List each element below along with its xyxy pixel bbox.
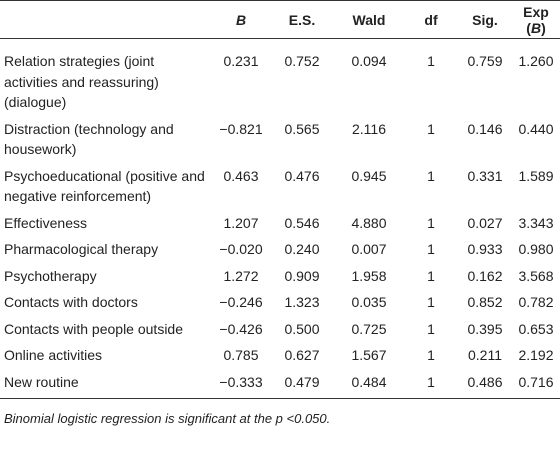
table-row: Psychoeducational (positive and negative… xyxy=(0,163,560,210)
cell-value: 0.980 xyxy=(518,241,554,257)
table-row: Contacts with people outside −0.426 0.500 0… xyxy=(0,316,560,343)
cell-value: 0.759 xyxy=(467,53,503,69)
cell-value: 1 xyxy=(427,53,435,69)
row-label: Online activities xyxy=(4,347,103,363)
cell-value: 0.565 xyxy=(284,120,320,137)
header-cell: df xyxy=(404,0,458,39)
cell-value: 0.716 xyxy=(512,368,560,399)
table-row: New routine −0.333 0.479 0.484 1 0.486 0.716 xyxy=(0,368,560,399)
cell-value: 1.589 xyxy=(518,167,554,184)
row-label: Psychotherapy xyxy=(4,267,97,284)
header-cell: Exp (B) xyxy=(512,0,560,39)
header-row: B E.S. Wald df Sig. Exp (B) xyxy=(0,0,560,39)
table-body: Relation strategies (joint activities an… xyxy=(0,39,560,399)
cell-value: 0.331 xyxy=(467,167,503,184)
row-label: Contacts with doctors xyxy=(4,294,138,310)
regression-table: B E.S. Wald df Sig. Exp (B) Relation strategi… xyxy=(0,0,560,399)
cell-value: 0.484 xyxy=(334,368,404,399)
table-header: B E.S. Wald df Sig. Exp (B) xyxy=(0,0,560,39)
cell-value: 0.486 xyxy=(458,368,512,399)
row-label: New routine xyxy=(0,368,212,399)
cell-value: 0.463 xyxy=(223,167,259,184)
table-row: Relation strategies (joint activities an… xyxy=(0,39,560,116)
cell-value: 1 xyxy=(427,167,435,184)
cell-value: 1.567 xyxy=(351,347,387,363)
cell-value: 4.880 xyxy=(351,214,387,231)
cell-value: 0.479 xyxy=(270,368,334,399)
table-row: Pharmacological therapy −0.020 0.240 0.007 1… xyxy=(0,236,560,263)
cell-value: −0.020 xyxy=(219,241,263,257)
header-text: ) xyxy=(541,19,546,36)
cell-value: 0.945 xyxy=(351,167,387,184)
cell-value: 1 xyxy=(404,368,458,399)
cell-value: 0.785 xyxy=(223,347,259,363)
cell-value: 0.440 xyxy=(518,120,554,137)
header-cell: Sig. xyxy=(458,0,512,39)
cell-value: 0.035 xyxy=(351,294,387,310)
footnote: Binomial logistic regression is signific… xyxy=(4,411,331,426)
cell-value: 1.272 xyxy=(223,267,259,284)
cell-value: 1 xyxy=(427,241,435,257)
header-cell xyxy=(0,0,212,39)
cell-value: −0.246 xyxy=(219,294,263,310)
cell-value: 0.007 xyxy=(351,241,387,257)
row-label: Pharmacological therapy xyxy=(4,241,159,257)
row-label: Relation strategies (joint activities an… xyxy=(4,53,159,110)
header-cell: Wald xyxy=(334,0,404,39)
cell-value: 0.627 xyxy=(284,347,320,363)
cell-value: 1.207 xyxy=(223,214,259,231)
cell-value: 0.146 xyxy=(467,120,503,137)
cell-value: 1.260 xyxy=(518,53,554,69)
cell-value: 0.476 xyxy=(284,167,320,184)
table-row: Effectiveness 1.207 0.546 4.880 1 0.027 3.343 xyxy=(0,210,560,237)
table-row: Psychotherapy 1.272 0.909 1.958 1 0.162 3.568 xyxy=(0,263,560,290)
table-row: Online activities 0.785 0.627 1.567 1 0.211 2.… xyxy=(0,342,560,369)
cell-value: 0.240 xyxy=(284,241,320,257)
cell-value: 0.094 xyxy=(351,53,387,69)
cell-value: 1.323 xyxy=(284,294,320,310)
cell-value: 3.568 xyxy=(518,267,554,284)
row-label: Contacts with people outside xyxy=(4,320,183,337)
table-row: Contacts with doctors −0.246 1.323 0.035 1 0.… xyxy=(0,289,560,316)
cell-value: 0.500 xyxy=(284,320,320,337)
cell-value: 0.211 xyxy=(468,347,502,363)
cell-value: 1 xyxy=(427,214,435,231)
cell-value: 0.395 xyxy=(467,320,503,337)
cell-value: 1 xyxy=(427,294,435,310)
cell-value: 1 xyxy=(427,267,435,284)
row-label: Effectiveness xyxy=(4,214,88,231)
row-label: Psychoeducational (positive and negative… xyxy=(4,167,205,205)
cell-value: −0.821 xyxy=(219,120,263,137)
header-text: B xyxy=(530,19,542,36)
header-text: Exp ( xyxy=(523,3,549,36)
cell-value: 0.653 xyxy=(518,320,554,337)
cell-value: 1 xyxy=(427,347,435,363)
cell-value: 1 xyxy=(427,320,435,337)
cell-value: 2.116 xyxy=(352,120,386,137)
cell-value: 0.162 xyxy=(467,267,503,284)
cell-value: −0.426 xyxy=(219,320,263,337)
table-row: Distraction (technology and housework) −0… xyxy=(0,116,560,163)
cell-value: 0.933 xyxy=(467,241,503,257)
cell-value: 0.546 xyxy=(284,214,320,231)
header-cell: E.S. xyxy=(270,0,334,39)
cell-value: −0.333 xyxy=(212,368,270,399)
cell-value: 0.852 xyxy=(467,294,503,310)
cell-value: 0.725 xyxy=(351,320,387,337)
cell-value: 1.958 xyxy=(351,267,387,284)
header-cell: B xyxy=(212,0,270,39)
cell-value: 0.231 xyxy=(223,53,259,69)
cell-value: 0.909 xyxy=(284,267,320,284)
cell-value: 2.192 xyxy=(518,347,554,363)
cell-value: 0.782 xyxy=(518,294,554,310)
cell-value: 3.343 xyxy=(518,214,554,231)
cell-value: 1 xyxy=(427,120,435,137)
row-label: Distraction (technology and housework) xyxy=(4,120,174,158)
cell-value: 0.752 xyxy=(284,53,320,69)
cell-value: 0.027 xyxy=(467,214,503,231)
